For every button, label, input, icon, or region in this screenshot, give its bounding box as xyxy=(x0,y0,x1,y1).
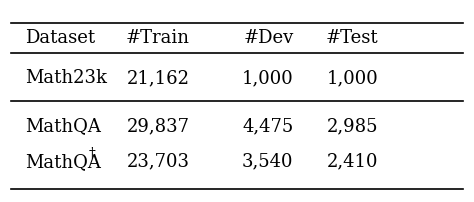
Text: MathQA: MathQA xyxy=(25,153,101,171)
Text: 3,540: 3,540 xyxy=(242,153,293,171)
Text: 2,985: 2,985 xyxy=(327,117,378,135)
Text: #Test: #Test xyxy=(326,29,378,47)
Text: 21,162: 21,162 xyxy=(127,69,190,87)
Text: 29,837: 29,837 xyxy=(127,117,190,135)
Text: †: † xyxy=(89,147,95,161)
Text: MathQA: MathQA xyxy=(25,117,101,135)
Text: #Dev: #Dev xyxy=(243,29,293,47)
Text: 4,475: 4,475 xyxy=(242,117,293,135)
Text: 2,410: 2,410 xyxy=(327,153,378,171)
Text: 1,000: 1,000 xyxy=(327,69,378,87)
Text: 1,000: 1,000 xyxy=(242,69,293,87)
Text: Math23k: Math23k xyxy=(25,69,107,87)
Text: Dataset: Dataset xyxy=(25,29,95,47)
Text: 23,703: 23,703 xyxy=(127,153,190,171)
Text: #Train: #Train xyxy=(126,29,190,47)
